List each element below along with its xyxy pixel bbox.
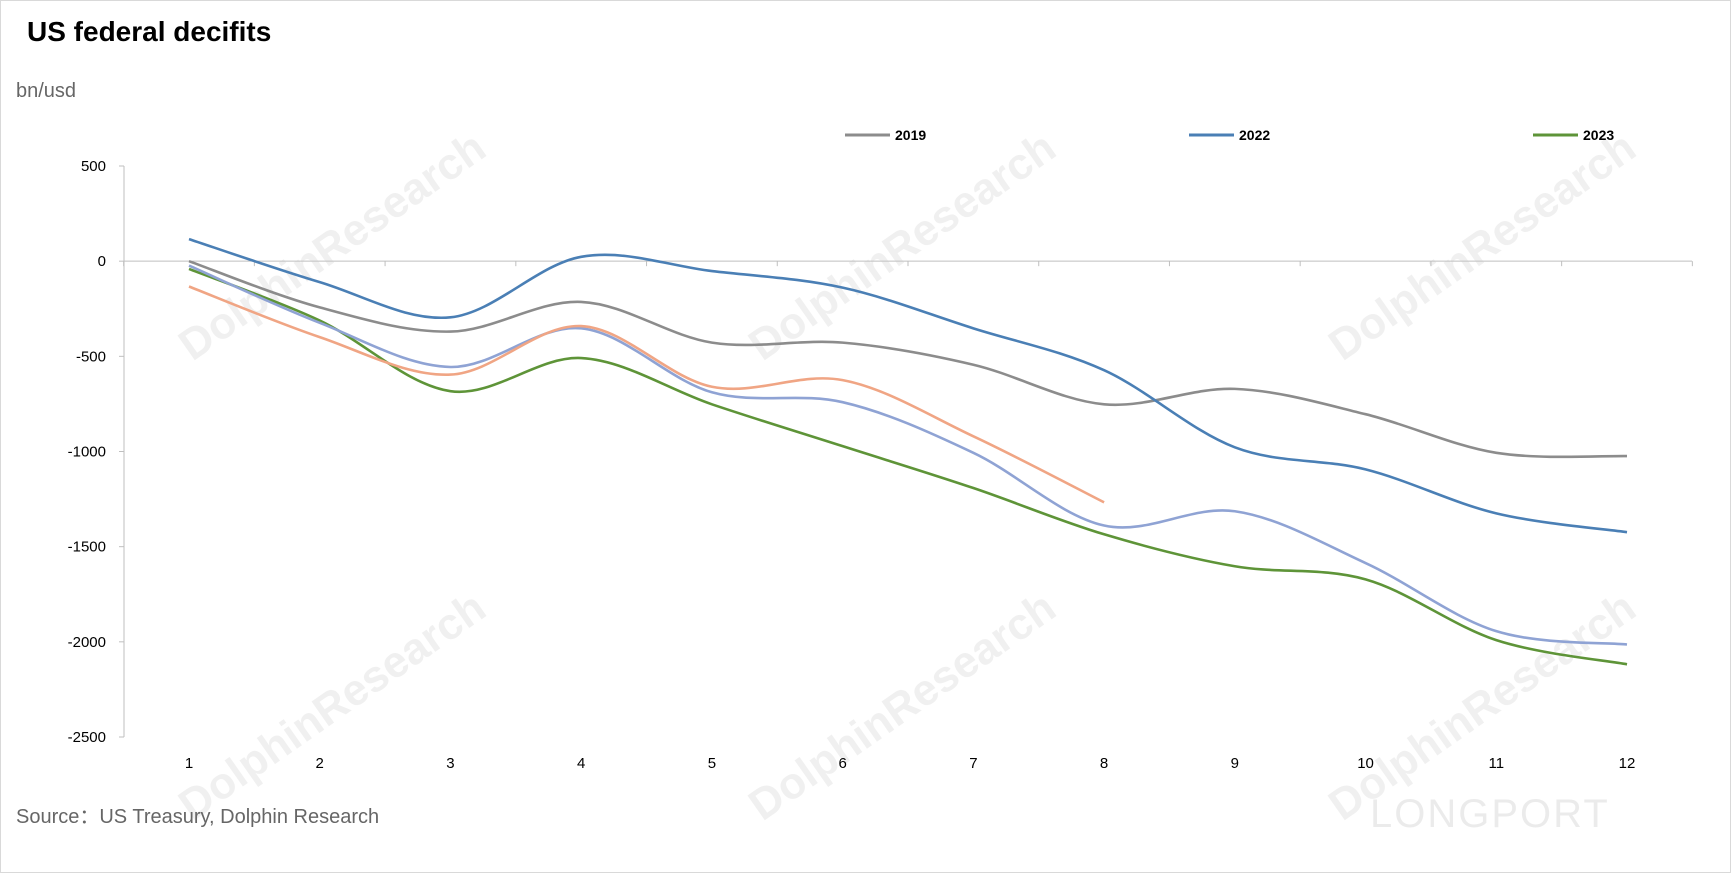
x-tick-label: 4 [577,755,585,772]
x-tick-label: 12 [1619,755,1636,772]
y-tick-label: -2500 [68,729,106,746]
series-line-2022 [188,237,1628,534]
series-line-2019 [188,259,1628,459]
chart-title: US federal decifits [27,16,272,47]
y-tick-label: -1000 [68,444,106,461]
x-tick-label: 11 [1488,755,1504,772]
x-tick-label: 7 [969,755,977,772]
x-tick-label: 9 [1231,755,1239,772]
series-line-2024 [188,264,1628,646]
y-tick-label: -2000 [68,634,106,651]
y-axis-label: bn/usd [16,80,77,102]
x-tick-label: 8 [1100,755,1108,772]
legend-label-2023: 2023 [1583,127,1614,143]
y-tick-label: 0 [98,253,106,270]
series-line-2025 [188,285,1105,504]
x-tick-label: 2 [316,755,324,772]
y-tick-label: -1500 [68,539,106,556]
y-tick-label: -500 [76,348,106,365]
legend-label-2019: 2019 [895,127,926,143]
source-note: Source：US Treasury, Dolphin Research [16,806,380,828]
series-line-2023 [188,267,1628,666]
legend-label-2022: 2022 [1239,127,1270,143]
x-tick-label: 10 [1357,755,1374,772]
x-tick-label: 1 [185,755,193,772]
brand-watermark: LONGPORT [1370,792,1610,836]
x-tick-label: 5 [708,755,716,772]
x-tick-label: 3 [446,755,454,772]
x-tick-label: 6 [838,755,846,772]
y-tick-label: 500 [81,158,106,175]
